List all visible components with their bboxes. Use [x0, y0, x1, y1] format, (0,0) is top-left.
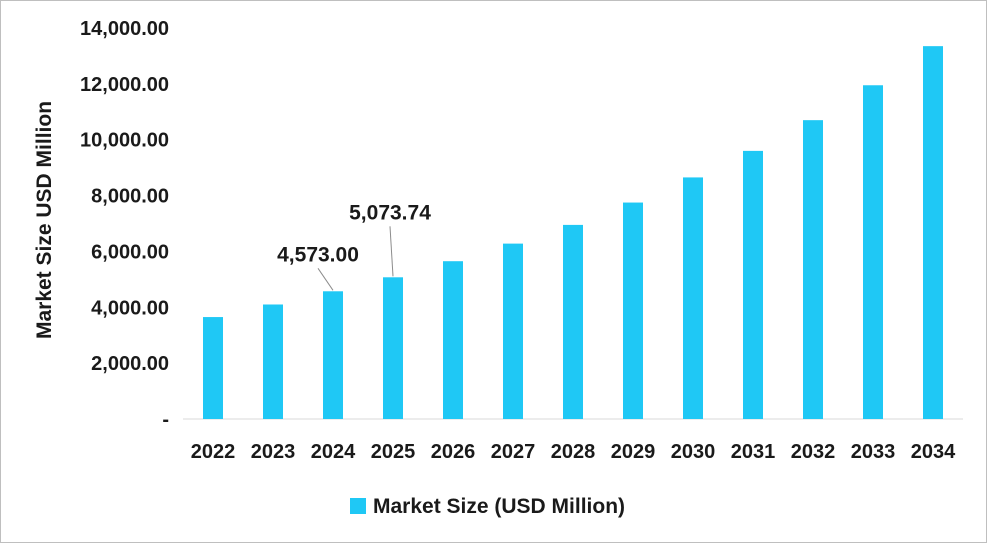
legend-label: Market Size (USD Million) — [373, 495, 625, 518]
bar-2030 — [683, 177, 703, 419]
legend-swatch — [350, 498, 366, 514]
x-tick-label: 2031 — [731, 441, 776, 463]
x-tick-label: 2026 — [431, 441, 476, 463]
x-tick-label: 2033 — [851, 441, 896, 463]
bars — [203, 46, 943, 420]
x-tick-label: 2030 — [671, 441, 716, 463]
y-tick-label: 6,000.00 — [91, 241, 169, 263]
data-label-2025: 5,073.74 — [349, 201, 431, 224]
y-tick-label: 2,000.00 — [91, 353, 169, 375]
y-tick-label: - — [162, 409, 169, 431]
x-tick-label: 2022 — [191, 441, 236, 463]
data-label-2024: 4,573.00 — [277, 243, 359, 266]
x-tick-label: 2025 — [371, 441, 416, 463]
bar-2033 — [863, 85, 883, 419]
bar-2027 — [503, 243, 523, 419]
y-tick-label: 8,000.00 — [91, 186, 169, 208]
y-tick-label: 14,000.00 — [80, 18, 169, 40]
x-axis-ticks: 2022 2023 2024 2025 2026 2027 2028 2029 2030 2031… — [191, 441, 956, 463]
y-axis-ticks: - 2,000.00 4,000.00 6,000.00 8,000.00 10,000.… — [80, 18, 169, 431]
bar-2031 — [743, 150, 763, 419]
bar-2026 — [443, 261, 463, 419]
y-tick-label: 12,000.00 — [80, 74, 169, 96]
y-tick-label: 4,000.00 — [91, 297, 169, 319]
annotation-leader-line — [317, 268, 334, 291]
bar-2023 — [263, 304, 283, 419]
bar-2028 — [563, 224, 583, 419]
x-tick-label: 2034 — [911, 441, 956, 463]
x-tick-label: 2032 — [791, 441, 836, 463]
x-tick-label: 2024 — [311, 441, 356, 463]
x-tick-label: 2027 — [491, 441, 536, 463]
data-annotations: 4,573.00 5,073.74 — [277, 201, 431, 291]
x-tick-label: 2028 — [551, 441, 596, 463]
x-tick-label: 2023 — [251, 441, 296, 463]
bar-2032 — [803, 120, 823, 420]
y-tick-label: 10,000.00 — [80, 130, 169, 152]
bar-2034 — [923, 46, 943, 420]
bar-2029 — [623, 202, 643, 419]
bar-2025 — [383, 277, 403, 419]
legend: Market Size (USD Million) — [350, 495, 625, 518]
x-tick-label: 2029 — [611, 441, 656, 463]
annotation-leader-line — [389, 226, 394, 277]
bar-2022 — [203, 317, 223, 419]
y-axis-title: Market Size USD Million — [33, 101, 56, 339]
bar-2024 — [323, 291, 343, 419]
